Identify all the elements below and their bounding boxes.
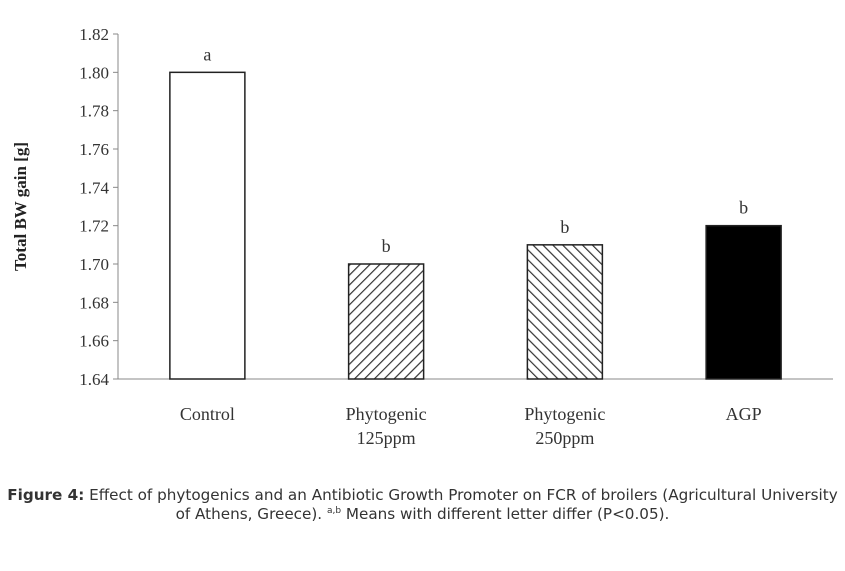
significance-letter: b: [560, 217, 569, 237]
x-category-label: Control: [180, 404, 235, 424]
x-axis-labels: Control Phytogenic 125ppm Phytogenic 250ppm A…: [180, 404, 762, 448]
caption-figure-label: Figure 4:: [7, 486, 85, 504]
caption-superscript: a,b: [326, 506, 342, 516]
significance-letter: b: [382, 236, 391, 256]
bars-group: a b b b: [169, 44, 782, 380]
significance-letter: b: [739, 198, 748, 218]
figure-caption: Figure 4: Effect of phytogenics and an A…: [0, 486, 845, 524]
y-tick-label: 1.68: [79, 293, 109, 312]
bar: [347, 263, 425, 380]
y-tick-label: 1.80: [79, 63, 109, 82]
x-category-label: Phytogenic: [346, 404, 427, 424]
x-category-label: 125ppm: [357, 428, 416, 448]
y-axis-title: Total BW gain [g]: [11, 142, 30, 271]
y-tick-label: 1.64: [79, 370, 109, 389]
y-tick-label: 1.78: [79, 102, 109, 121]
significance-letter: a: [203, 44, 211, 64]
y-tick-label: 1.72: [79, 217, 109, 236]
caption-text: Effect of phytogenics and an Antibiotic …: [84, 486, 838, 523]
bar-chart: 1.64 1.66 1.68 1.70 1.72 1.74 1.76 1.78 1.80 1.82…: [11, 25, 833, 448]
y-tick-label: 1.82: [79, 25, 109, 44]
x-category-label: AGP: [726, 404, 762, 424]
bar: [705, 224, 782, 380]
y-tick-label: 1.66: [79, 332, 109, 351]
y-tick-label: 1.76: [79, 140, 109, 159]
y-tick-label: 1.74: [79, 178, 109, 197]
y-axis-ticks: 1.64 1.66 1.68 1.70 1.72 1.74 1.76 1.78 1.80 1.82: [79, 25, 118, 389]
caption-text-end: Means with different letter differ (P<0.…: [341, 505, 670, 523]
y-tick-label: 1.70: [79, 255, 109, 274]
x-category-label: Phytogenic: [524, 404, 605, 424]
bar: [526, 244, 604, 380]
bar: [169, 71, 246, 380]
x-category-label: 250ppm: [535, 428, 594, 448]
